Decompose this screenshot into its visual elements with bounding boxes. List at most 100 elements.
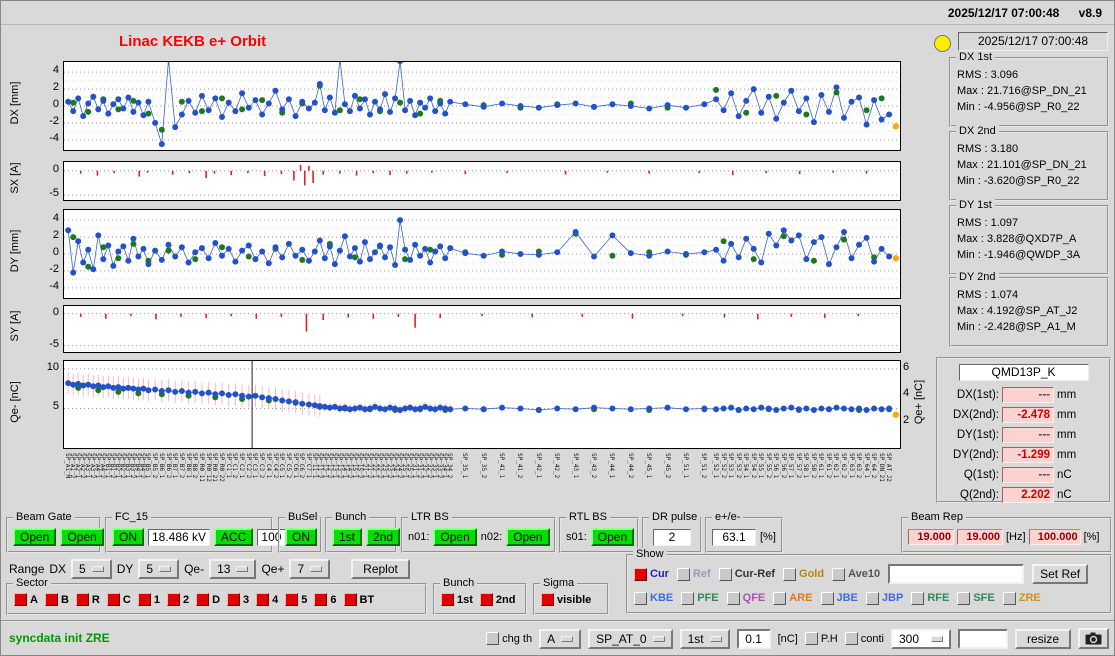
set-ref-button[interactable]: Set Ref: [1032, 564, 1089, 584]
beam-rep-value-1: 19.000: [908, 529, 954, 545]
threshold-input[interactable]: [736, 628, 771, 649]
sector-checkbox-a[interactable]: A: [14, 593, 38, 606]
sector-checkbox-c[interactable]: C: [106, 593, 131, 606]
show-checkbox-are[interactable]: ARE: [773, 591, 813, 605]
sector-checkbox-d[interactable]: D: [196, 593, 220, 606]
bunch-checkbox-2nd[interactable]: 2nd: [479, 593, 515, 606]
range-dx-label: DX: [49, 562, 67, 576]
busel-on-button[interactable]: ON: [285, 528, 317, 546]
range-dy-select[interactable]: 5: [138, 559, 180, 579]
range-dy-value: 5: [146, 562, 154, 576]
show-checkbox-ave10[interactable]: Ave10: [832, 567, 880, 581]
ltr-n02-open-button[interactable]: Open: [506, 528, 550, 546]
sector-checkbox-4[interactable]: 4: [256, 593, 278, 606]
bpm-xtick-label: SP_57_1: [787, 453, 795, 479]
sy-axis-label: SY [A]: [9, 310, 21, 342]
stats-frame-dy-1st: DY 1st RMS : 1.097 Max : 3.828@QXD7P_A Min …: [949, 199, 1109, 275]
show-checkbox-gold[interactable]: Gold: [783, 567, 824, 581]
monitor-select[interactable]: QMD13P_K: [958, 364, 1089, 381]
rtl-s01-label: s01:: [566, 531, 587, 543]
bpm-xtick-label: SP_C1_2: [231, 453, 239, 479]
bpm-xtick-label: SP_C3_1: [251, 453, 259, 479]
bunch-checkbox-1st[interactable]: 1st: [441, 593, 473, 606]
bunch-select-menu[interactable]: 1st: [679, 628, 730, 649]
sector-checkbox-r[interactable]: R: [75, 593, 100, 606]
bpm-xtick-label: SP_25_1: [401, 453, 409, 479]
fc15-acc-button[interactable]: ACC: [214, 528, 254, 546]
sector-checkbox-1[interactable]: 1: [137, 593, 160, 606]
show-label: Show: [633, 548, 667, 561]
bpm-xtick-label: SP_43_2: [590, 453, 598, 479]
sy-plot-canvas: [64, 313, 900, 347]
ph-checkbox[interactable]: P.H: [804, 632, 838, 645]
show-checkbox-rfe[interactable]: RFE: [911, 591, 949, 605]
checkbox-indicator: [486, 632, 500, 645]
resize-button[interactable]: resize: [1014, 628, 1071, 649]
show-checkbox-jbp[interactable]: JBP: [865, 591, 903, 605]
conti-checkbox[interactable]: conti: [844, 632, 884, 645]
conti-label: conti: [860, 632, 884, 645]
replot-button[interactable]: Replot: [351, 559, 410, 579]
sector-checks: A B R C 1 2 D 3 4 5 6 BT: [8, 585, 425, 606]
camera-icon: [1085, 632, 1102, 645]
bpm-xtick-label: SP_C2_2: [244, 453, 252, 479]
sector-checkbox-bt[interactable]: BT: [343, 593, 374, 606]
show-checkbox-pfe[interactable]: PFE: [681, 591, 719, 605]
topbar-version: v8.9: [1078, 6, 1102, 20]
beam-gate-open-button-2[interactable]: Open: [60, 528, 104, 546]
show-checkbox-kbe[interactable]: KBE: [634, 591, 673, 605]
interval-select-menu[interactable]: 300: [890, 628, 951, 649]
range-qem-select[interactable]: 13: [209, 559, 257, 579]
checkbox-indicator: [106, 593, 120, 606]
bpm-xtick-label: SP_44_1: [608, 453, 616, 479]
ref-name-input[interactable]: [888, 564, 1025, 584]
bpm-xtick-label: SP_B4_1: [134, 453, 142, 479]
beam-gate-label: Beam Gate: [13, 511, 75, 524]
snapshot-button[interactable]: [1078, 628, 1109, 649]
fc15-on-button[interactable]: ON: [112, 528, 144, 546]
checkbox-label: PFE: [697, 592, 719, 604]
sector-checkbox-2[interactable]: 2: [166, 593, 189, 606]
sector-checkbox-3[interactable]: 3: [227, 593, 249, 606]
show-checkbox-cur[interactable]: Cur: [634, 567, 669, 581]
sigma-checkbox-visible[interactable]: visible: [541, 593, 591, 606]
sector-select-menu[interactable]: A: [539, 628, 582, 649]
bpm-xtick-label: SP_B4_2: [139, 453, 147, 479]
monitor-row-label: DY(2nd):: [952, 449, 999, 461]
bpm-select-menu[interactable]: SP_AT_0: [588, 628, 673, 649]
sy-plot: [63, 305, 901, 353]
show-checkbox-sfe[interactable]: SFE: [957, 591, 995, 605]
ltr-n01-open-button[interactable]: Open: [433, 528, 477, 546]
beam-gate-open-button-1[interactable]: Open: [13, 528, 57, 546]
show-checkbox-zre[interactable]: ZRE: [1002, 591, 1041, 605]
bpm-xtick-label: SP_45_2: [663, 453, 671, 479]
checkbox-indicator: [911, 591, 925, 605]
topbar: 2025/12/17 07:00:48 v8.9: [1, 1, 1114, 25]
menu-indicator: [236, 566, 249, 572]
monitor-row-label: DX(2nd):: [952, 409, 999, 421]
busel-frame: BuSel ON: [278, 511, 322, 553]
chg-th-checkbox[interactable]: chg th: [486, 632, 532, 645]
bpm-xtick-label: SP_52_2: [719, 453, 727, 479]
checkbox-label: D: [212, 593, 221, 606]
bpm-xtick-label: SP_B1_1: [104, 453, 112, 479]
sector-checkbox-b[interactable]: B: [44, 593, 69, 606]
show-checkbox-qfe[interactable]: QFE: [726, 591, 765, 605]
rtl-s01-open-button[interactable]: Open: [590, 528, 635, 546]
aux-input[interactable]: [957, 628, 1008, 649]
bpm-xtick-label: SP_14_2: [345, 453, 353, 479]
sector-checkbox-6[interactable]: 6: [314, 593, 337, 606]
show-checkbox-cur-ref[interactable]: Cur-Ref: [718, 567, 775, 581]
bpm-xtick-label: SP_12_2: [325, 453, 333, 479]
bpm-xtick-label: SP_22_1: [370, 453, 378, 479]
bpm-xtick-label: SP_61_1: [817, 453, 825, 479]
show-checkbox-ref[interactable]: Ref: [676, 567, 711, 581]
range-qep-select[interactable]: 7: [289, 559, 331, 579]
checkbox-label: 6: [330, 593, 337, 606]
range-dx-select[interactable]: 5: [71, 559, 112, 579]
bpm-xtick-label: SP_C7_1: [304, 453, 312, 479]
bunch-2nd-button[interactable]: 2nd: [366, 528, 401, 546]
sector-checkbox-5[interactable]: 5: [285, 593, 307, 606]
show-checkbox-jbe[interactable]: JBE: [820, 591, 858, 605]
bunch-1st-button[interactable]: 1st: [332, 528, 363, 546]
